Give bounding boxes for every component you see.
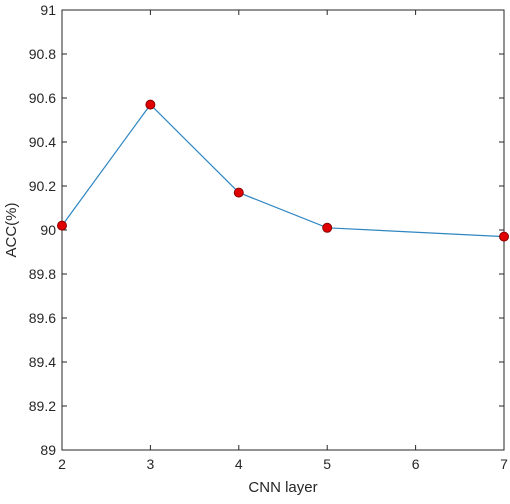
x-tick-label: 2 [58,456,66,472]
data-point [322,222,333,233]
x-axis-ticks: 2 3 4 5 6 7 [58,10,508,472]
y-tick-label: 89.8 [29,266,56,282]
data-point [145,99,156,110]
y-tick-label: 89.2 [29,398,56,414]
x-tick-label: 3 [147,456,155,472]
y-axis-label: ACC(%) [3,202,20,257]
y-tick-label: 90.6 [29,90,56,106]
data-point [57,220,67,231]
y-tick-label: 91 [40,2,56,18]
series-layer [57,99,509,242]
y-tick-label: 89.6 [29,310,56,326]
x-axis-label: CNN layer [248,479,317,496]
y-tick-label: 89 [40,442,56,458]
y-tick-label: 90 [40,222,56,238]
data-point [233,187,244,198]
x-tick-label: 4 [235,456,243,472]
x-tick-label: 6 [412,456,420,472]
data-point [499,231,509,242]
y-tick-label: 90.4 [29,134,56,150]
y-tick-label: 89.4 [29,354,56,370]
y-axis-ticks: 89 89.2 89.4 89.6 89.8 90 90.2 90.4 90.6 90.8 91 [29,2,504,458]
y-tick-label: 90.8 [29,46,56,62]
plot-area [61,9,505,451]
y-tick-label: 90.2 [29,178,56,194]
x-tick-label: 7 [500,456,508,472]
x-tick-label: 5 [323,456,331,472]
